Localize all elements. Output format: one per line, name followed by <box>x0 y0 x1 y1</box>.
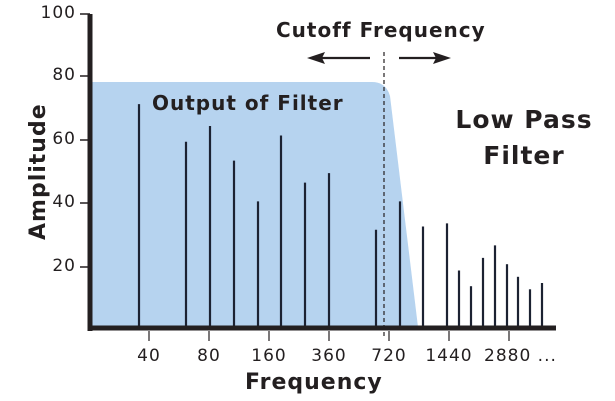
y-tick-marks <box>80 13 90 268</box>
x-tick-marks <box>148 331 510 341</box>
spectral-lines <box>137 104 544 327</box>
passband-fill <box>92 82 418 327</box>
cutoff-arrows <box>307 52 451 64</box>
axes <box>87 14 556 331</box>
